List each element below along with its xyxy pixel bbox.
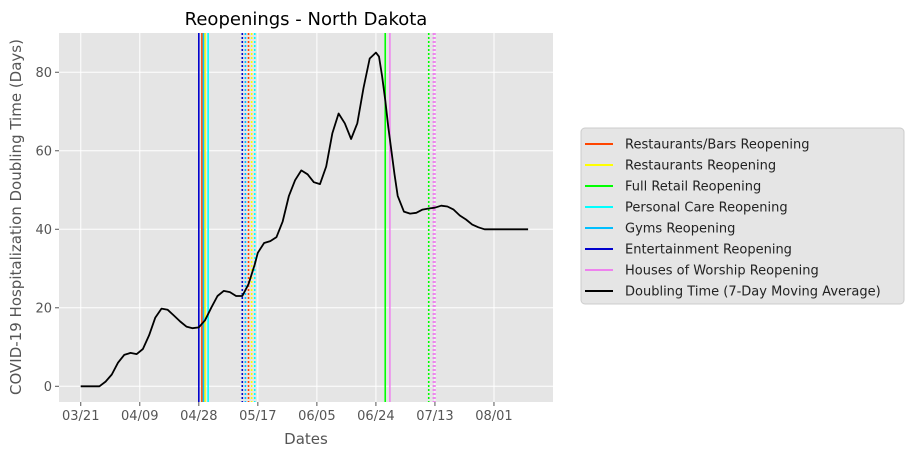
plot-background xyxy=(59,33,553,402)
legend-label: Restaurants Reopening xyxy=(625,159,776,174)
y-axis-ticks: 0 20 40 60 80 xyxy=(35,66,59,395)
legend: Restaurants/Bars Reopening Restaurants Re… xyxy=(580,127,905,305)
x-tick-label: 07/13 xyxy=(416,409,453,424)
y-axis-label: COVID-19 Hospitalization Doubling Time (… xyxy=(7,39,25,395)
x-axis-label: Dates xyxy=(284,430,328,448)
y-tick-label: 20 xyxy=(35,301,52,316)
reopening-lines xyxy=(198,33,436,402)
x-axis-ticks: 03/21 04/09 04/28 05/17 06/05 06/24 07/13 08/01 xyxy=(62,402,513,424)
x-tick-label: 04/09 xyxy=(121,409,158,424)
y-tick-label: 60 xyxy=(35,144,52,159)
x-tick-label: 05/17 xyxy=(239,409,276,424)
y-tick-label: 0 xyxy=(44,380,52,395)
legend-box xyxy=(580,127,905,305)
y-tick-label: 40 xyxy=(35,223,52,238)
y-tick-label: 80 xyxy=(35,66,52,81)
x-tick-label: 06/05 xyxy=(298,409,335,424)
legend-label: Gyms Reopening xyxy=(625,222,735,237)
x-tick-label: 04/28 xyxy=(180,409,217,424)
chart-title: Reopenings - North Dakota xyxy=(185,9,428,30)
x-tick-label: 08/01 xyxy=(475,409,512,424)
x-tick-label: 03/21 xyxy=(62,409,99,424)
legend-label: Houses of Worship Reopening xyxy=(625,264,819,279)
legend-label: Entertainment Reopening xyxy=(625,243,792,258)
doubling-time-series-line xyxy=(80,51,529,388)
legend-label: Personal Care Reopening xyxy=(625,201,788,216)
x-tick-label: 06/24 xyxy=(357,409,394,424)
legend-label: Full Retail Reopening xyxy=(625,180,761,195)
legend-label: Restaurants/Bars Reopening xyxy=(625,138,809,153)
series-lines xyxy=(80,51,529,388)
legend-label: Doubling Time (7-Day Moving Average) xyxy=(625,285,881,300)
